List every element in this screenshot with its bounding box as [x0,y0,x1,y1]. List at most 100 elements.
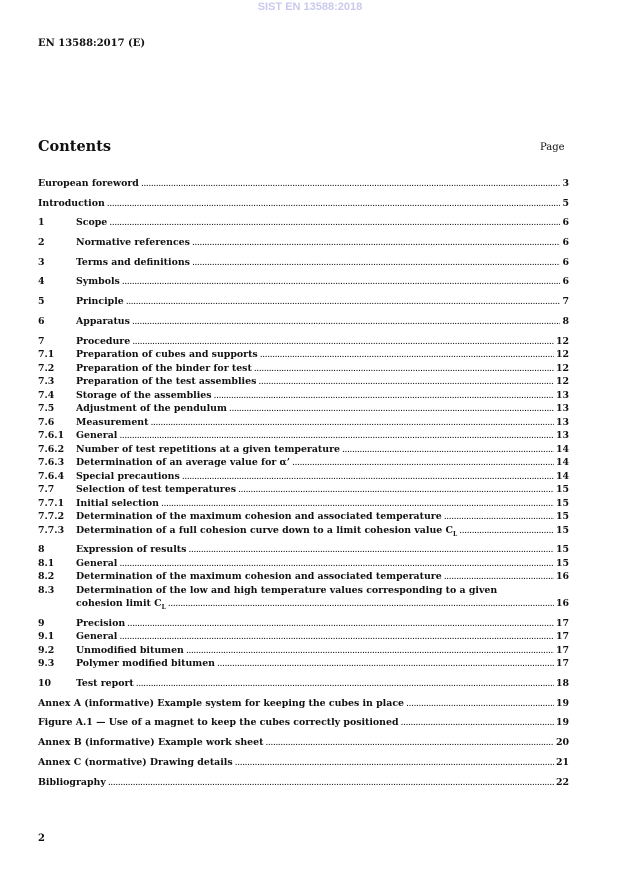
toc-group: 4 Symbols 6 [38,275,569,289]
toc-entry[interactable]: 9.2 Unmodified bitumen 17 [38,644,569,658]
entry-title: Adjustment of the pendulum [76,403,227,414]
toc-entry[interactable]: 7.6.3 Determination of an average value f… [38,456,569,470]
toc-entry[interactable]: 8.2 Determination of the maximum cohesion… [38,570,569,584]
entry-title: Introduction [38,197,105,209]
section-number: 6 [38,315,45,327]
dot-leader [141,177,561,191]
toc-entry[interactable]: 7.1 Preparation of cubes and supports 12 [38,348,569,362]
dot-leader [132,315,561,329]
toc-entry[interactable]: 7.2 Preparation of the binder for test 12 [38,362,569,376]
toc-entry[interactable]: Bibliography 22 [38,776,569,790]
toc-entry[interactable]: 7.7.2 Determination of the maximum cohesi… [38,510,569,524]
toc-entry[interactable]: 8.3 Determination of the low and high tem… [38,584,569,598]
watermark: SIST EN 13588:2018 [257,1,363,13]
dot-leader [192,256,561,270]
section-number: 9.1 [38,631,55,643]
toc-entry[interactable]: 1 Scope 6 [38,216,569,230]
page-number: 2 [38,833,45,844]
page-ref: 12 [555,349,569,360]
toc-entry[interactable]: 7 Procedure 12 [38,335,569,349]
page-ref: 6 [562,217,569,229]
toc-entry[interactable]: Annex C (normative) Drawing details 21 [38,756,569,770]
dot-leader [122,275,561,289]
toc-entry[interactable]: 8.1 General 15 [38,557,569,571]
page-ref: 13 [555,416,569,428]
toc-entry[interactable]: cohesion limit CL 16 [38,597,569,611]
toc-entry[interactable]: 7.6.2 Number of test repetitions at a giv… [38,443,569,457]
page-ref: 14 [555,443,569,455]
section-number: 7 [38,335,45,347]
entry-title: Number of test repetitions at a given te… [76,443,340,455]
toc-entry[interactable]: 6 Apparatus 8 [38,315,569,329]
section-number: 8.3 [38,584,55,596]
toc-entry[interactable]: 4 Symbols 6 [38,275,569,289]
dot-leader [459,524,554,538]
toc-entry[interactable]: Annex A (informative) Example system for… [38,697,569,711]
toc-entry[interactable]: 2 Normative references 6 [38,236,569,250]
toc-entry[interactable]: 9.1 General 17 [38,630,569,644]
toc-entry[interactable]: 7.7 Selection of test temperatures 15 [38,483,569,497]
entry-title: Selection of test temperatures [76,484,236,495]
page-ref: 15 [555,497,569,509]
page-ref: 22 [555,776,569,788]
section-number: 9.3 [38,658,55,670]
entry-title: Test report [76,678,134,690]
entry-title: Annex A (informative) Example system for… [38,697,404,709]
page-ref: 12 [555,362,569,374]
dot-leader [254,362,554,376]
toc-group: 7 Procedure 12 7.1 Preparation of cubes and … [38,335,569,538]
dot-leader [161,497,554,511]
page-ref: 15 [555,544,569,556]
section-number: 7.7.2 [38,511,65,522]
toc-entry[interactable]: 7.7.1 Initial selection 15 [38,497,569,511]
dot-leader [188,543,554,557]
toc-group: 6 Apparatus 8 [38,315,569,329]
entry-title: General [76,631,118,643]
page-ref: 13 [555,389,569,401]
toc-entry[interactable]: 7.5 Adjustment of the pendulum 13 [38,402,569,416]
toc-group: 8 Expression of results 15 8.1 General 15 8.2 D… [38,543,569,611]
toc-entry[interactable]: 10 Test report 18 [38,677,569,691]
dot-leader [168,597,554,611]
toc-entry[interactable]: 7.6.1 General 13 [38,429,569,443]
page-ref: 19 [555,717,569,729]
toc-entry[interactable]: 7.3 Preparation of the test assemblies 12 [38,375,569,389]
dot-leader [119,557,554,571]
entry-title: Symbols [76,276,120,288]
page-ref: 5 [562,197,569,209]
entry-title: Storage of the assemblies [76,389,212,401]
toc-entry[interactable]: 7.6 Measurement 13 [38,416,569,430]
section-number: 7.7 [38,484,55,495]
page-ref: 3 [562,178,569,189]
entry-title: Determination of an average value for α’ [76,457,291,468]
section-number: 8 [38,544,45,556]
toc-entry[interactable]: 7.4 Storage of the assemblies 13 [38,389,569,403]
toc-entry[interactable]: 5 Principle 7 [38,295,569,309]
toc-entry[interactable]: Annex B (informative) Example work sheet… [38,736,569,750]
toc-entry[interactable]: 9.3 Polymer modified bitumen 17 [38,657,569,671]
toc-entry[interactable]: European foreword 3 [38,177,569,191]
toc-entry[interactable]: 9 Precision 17 [38,617,569,631]
page-ref: 8 [562,315,569,327]
page-ref: 17 [555,617,569,629]
dot-leader [214,389,554,403]
dot-leader [192,236,561,250]
dot-leader [136,677,554,691]
page-ref: 13 [555,430,569,441]
toc-entry[interactable]: 8 Expression of results 15 [38,543,569,557]
section-number: 10 [38,678,52,690]
page-ref: 6 [562,237,569,249]
dot-leader [444,570,554,584]
toc-entry[interactable]: Figure A.1 — Use of a magnet to keep the… [38,716,569,730]
toc-entry[interactable]: 7.6.4 Special precautions 14 [38,470,569,484]
toc-entry[interactable]: 3 Terms and definitions 6 [38,256,569,270]
toc-entry[interactable]: 7.7.3 Determination of a full cohesion cu… [38,524,569,538]
toc-entry[interactable]: Introduction 5 [38,197,569,211]
section-number: 7.6.1 [38,430,65,441]
section-number: 7.6 [38,416,55,428]
dot-leader [182,470,554,484]
toc-group: Annex B (informative) Example work sheet… [38,736,569,750]
entry-title: Terms and definitions [76,256,190,268]
toc-group: European foreword 3 [38,177,569,191]
